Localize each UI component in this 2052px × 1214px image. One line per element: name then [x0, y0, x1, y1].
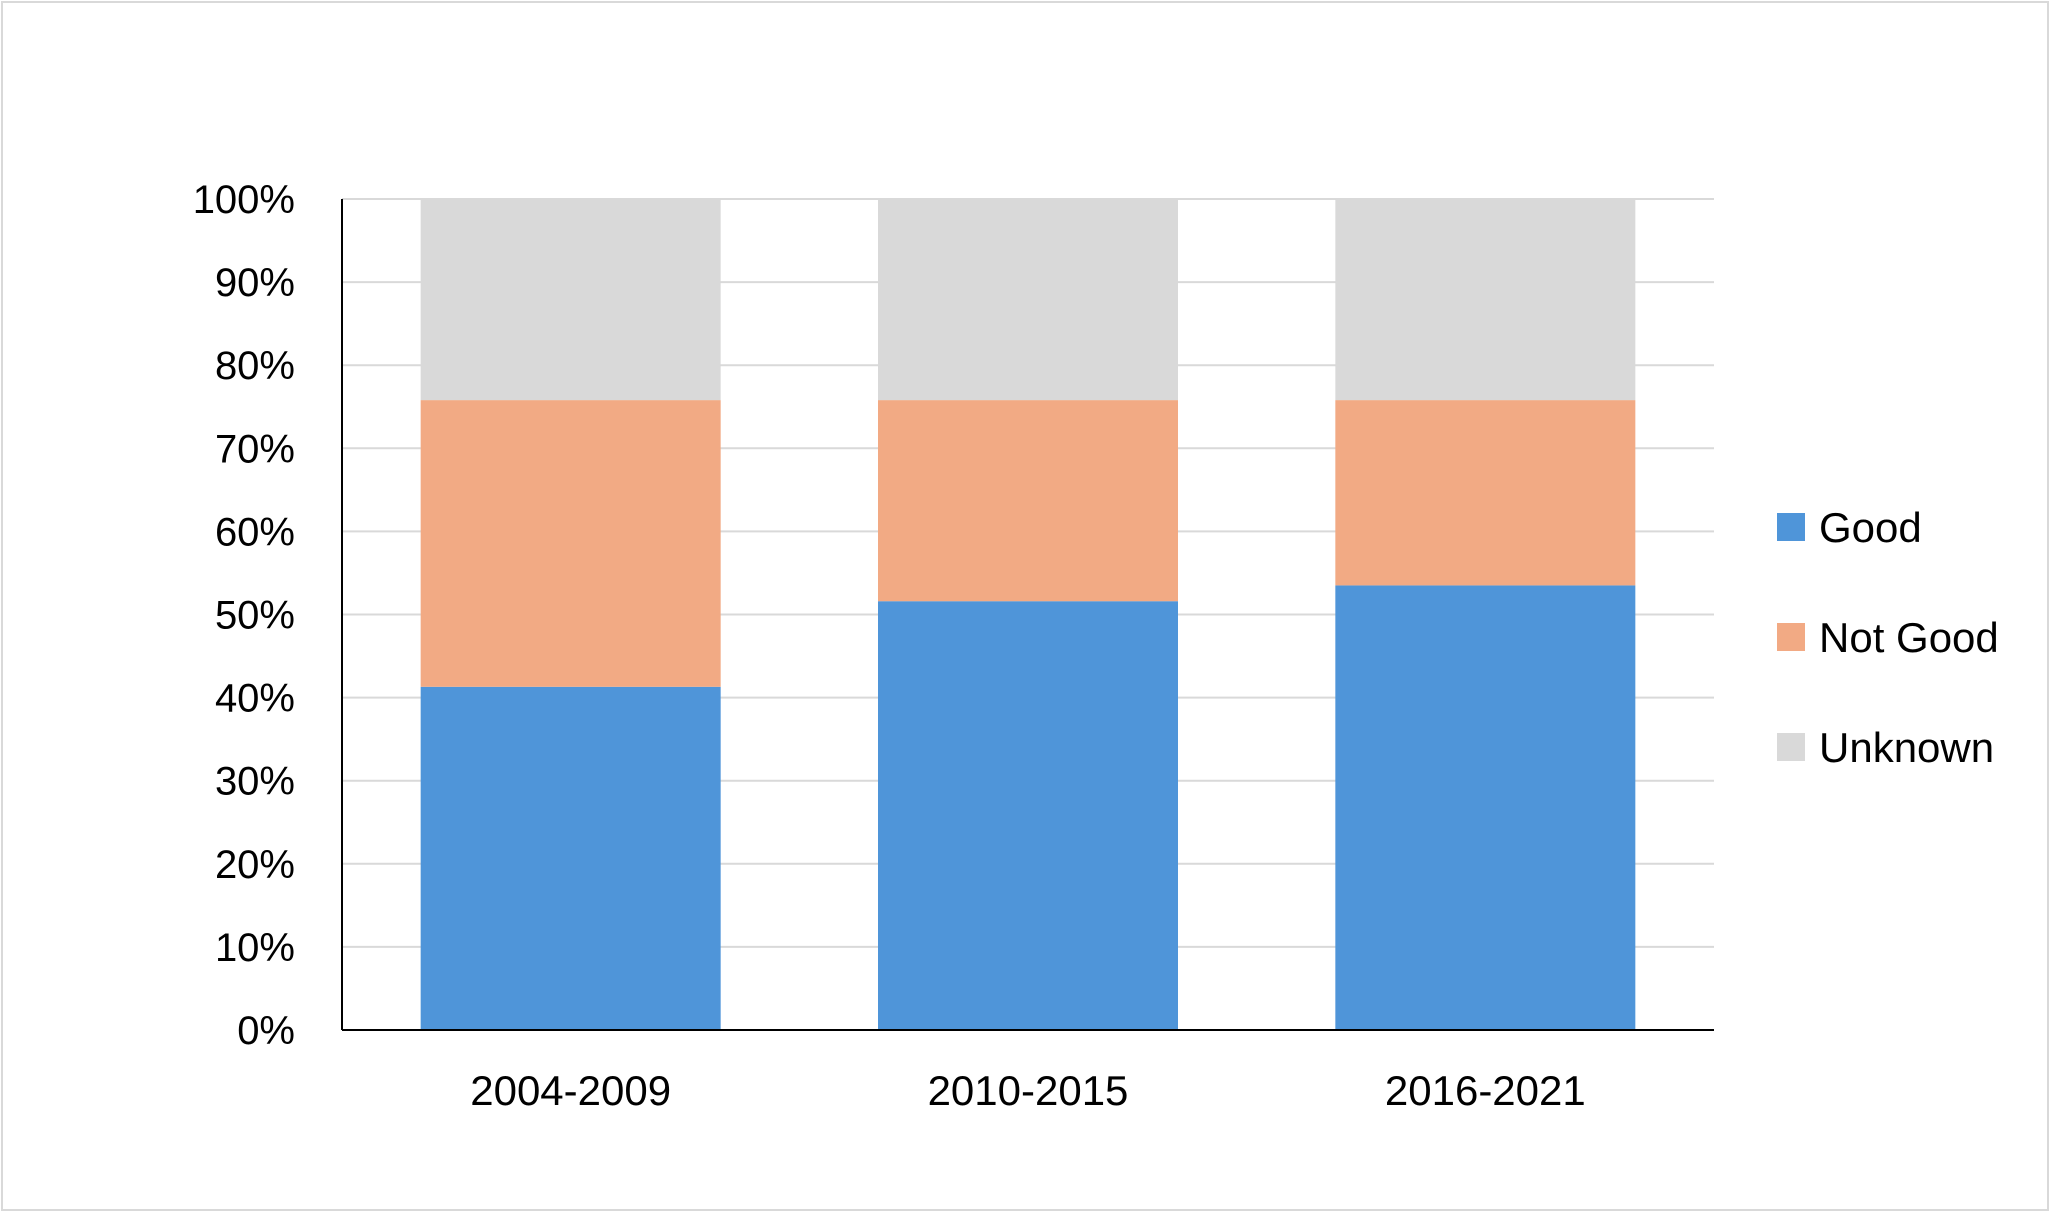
- y-tick-label: 40%: [215, 677, 295, 721]
- bar-segment-not-good: [1335, 400, 1636, 586]
- legend: Good Not Good Unknown: [1777, 504, 1999, 771]
- bar-segment-not-good: [420, 400, 721, 687]
- x-category-label: 2004-2009: [470, 1067, 671, 1114]
- bar-segment-unknown: [420, 199, 721, 401]
- y-tick-label: 60%: [215, 510, 295, 554]
- bars: [420, 199, 1636, 1030]
- bar-segment-good: [878, 601, 1178, 1030]
- legend-label: Unknown: [1819, 724, 1994, 771]
- x-category-label: 2010-2015: [928, 1067, 1129, 1114]
- bar-segment-good: [1335, 585, 1636, 1030]
- legend-swatch-good: [1777, 513, 1805, 541]
- y-tick-label: 0%: [237, 1009, 295, 1053]
- y-tick-label: 80%: [215, 344, 295, 388]
- y-tick-label: 10%: [215, 926, 295, 970]
- legend-label: Good: [1819, 504, 1922, 551]
- bar-segment-good: [420, 686, 721, 1030]
- legend-swatch-not-good: [1777, 623, 1805, 651]
- y-tick-label: 20%: [215, 843, 295, 887]
- y-tick-label: 50%: [215, 594, 295, 638]
- axes: [341, 199, 1714, 1031]
- bar-segment-unknown: [878, 199, 1178, 401]
- legend-label: Not Good: [1819, 614, 1999, 661]
- y-tick-label: 30%: [215, 760, 295, 804]
- y-tick-label: 100%: [193, 178, 295, 222]
- y-tick-label: 70%: [215, 427, 295, 471]
- y-tick-label: 90%: [215, 261, 295, 305]
- legend-swatch-unknown: [1777, 733, 1805, 761]
- bar-segment-not-good: [878, 400, 1178, 602]
- bar-segment-unknown: [1335, 199, 1636, 401]
- x-category-label: 2016-2021: [1385, 1067, 1586, 1114]
- axis-labels: 0% 10% 20% 30% 40% 50% 60% 70% 80% 90% 100% 2004-20…: [193, 178, 1586, 1114]
